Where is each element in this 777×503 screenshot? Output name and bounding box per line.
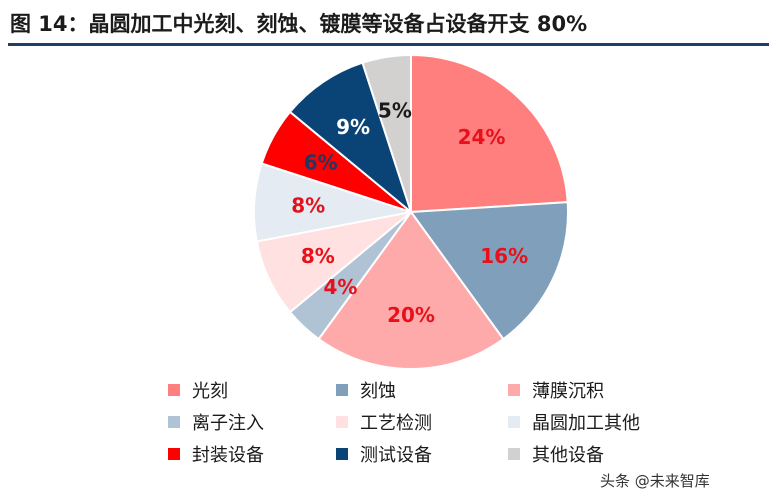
legend-label: 工艺检测 [360, 413, 432, 434]
legend-swatch [168, 384, 180, 396]
legend-item-8: 测试设备 [336, 440, 432, 468]
pie-slice-8 [288, 61, 414, 215]
legend-swatch [336, 416, 348, 428]
legend-label: 封装设备 [192, 445, 264, 466]
legend-item-1: 光刻 [168, 376, 228, 404]
data-label-5: 8% [301, 244, 335, 268]
legend-item-4: 离子注入 [168, 408, 264, 436]
legend-swatch [336, 448, 348, 460]
legend-label: 刻蚀 [360, 381, 396, 402]
data-label-1: 24% [458, 125, 506, 149]
legend-swatch [168, 416, 180, 428]
legend-item-7: 封装设备 [168, 440, 264, 468]
data-label-2: 16% [480, 244, 528, 268]
pie-slice-1 [410, 53, 569, 214]
legend-label: 薄膜沉积 [532, 381, 604, 402]
legend-item-6: 晶圆加工其他 [508, 408, 640, 436]
legend-item-3: 薄膜沉积 [508, 376, 604, 404]
legend-item-2: 刻蚀 [336, 376, 396, 404]
pie-slice-2 [409, 201, 569, 341]
data-label-9: 5% [378, 98, 412, 122]
legend-label: 其他设备 [532, 445, 604, 466]
data-label-4: 4% [324, 275, 358, 299]
watermark: 头条 @未来智库 [600, 472, 710, 490]
legend-item-5: 工艺检测 [336, 408, 432, 436]
page-title: 图 14：晶圆加工中光刻、刻蚀、镀膜等设备占设备开支 80% [10, 12, 588, 36]
legend-label: 光刻 [192, 381, 228, 402]
legend-label: 离子注入 [192, 413, 264, 434]
legend-item-9: 其他设备 [508, 440, 604, 468]
title-divider [8, 43, 769, 46]
pie-slice-3 [317, 210, 505, 370]
legend-swatch [508, 448, 520, 460]
data-label-6: 8% [291, 194, 325, 218]
legend-label: 晶圆加工其他 [532, 413, 640, 434]
data-label-7: 6% [304, 150, 338, 174]
legend-swatch [168, 448, 180, 460]
legend-swatch [508, 416, 520, 428]
pie-chart: 24% 16% 20% 4% 8% 8% 6% 9% 5% [252, 53, 569, 370]
pie-slice-9 [361, 53, 412, 213]
legend-swatch [508, 384, 520, 396]
data-label-8: 9% [336, 115, 370, 139]
legend-label: 测试设备 [360, 445, 432, 466]
data-label-3: 20% [387, 303, 435, 327]
legend-swatch [336, 384, 348, 396]
